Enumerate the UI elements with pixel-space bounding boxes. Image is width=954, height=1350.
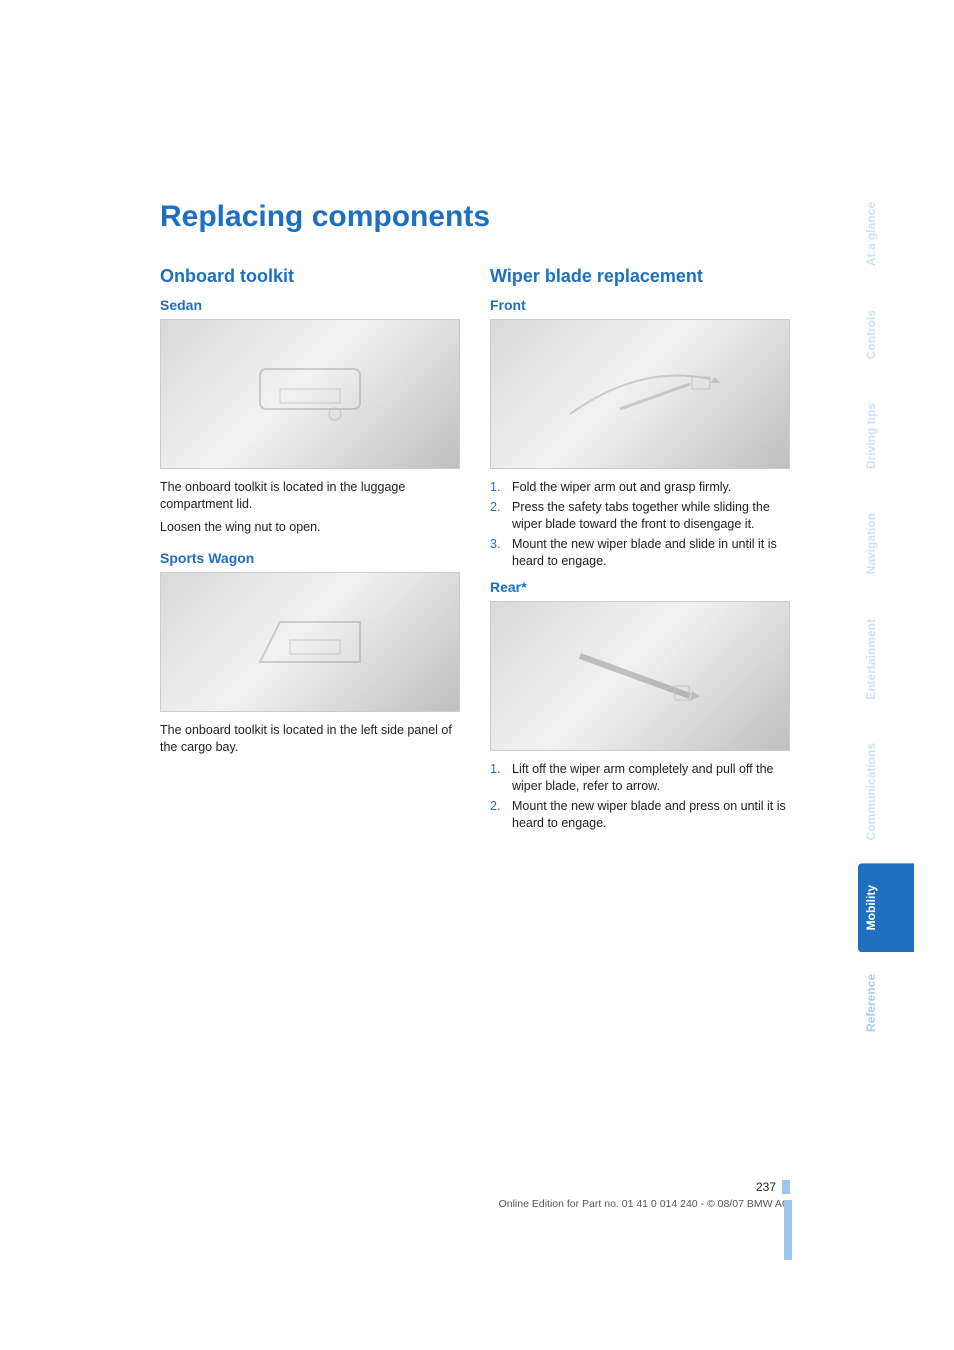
page-number-marker xyxy=(782,1180,790,1194)
list-item: 3.Mount the new wiper blade and slide in… xyxy=(490,536,790,570)
sports-wagon-text-1: The onboard toolkit is located in the le… xyxy=(160,722,460,756)
step-text: Lift off the wiper arm completely and pu… xyxy=(512,761,790,795)
side-tabs: At a glance Controls Driving tips Naviga… xyxy=(858,180,914,1054)
sedan-figure xyxy=(160,319,460,469)
sedan-heading: Sedan xyxy=(160,297,460,313)
tab-reference[interactable]: Reference xyxy=(858,952,914,1054)
right-column: Wiper blade replacement Front 1.Fold the… xyxy=(490,262,790,840)
two-column-layout: Onboard toolkit Sedan The onboard toolki… xyxy=(160,262,790,840)
rear-steps-list: 1.Lift off the wiper arm completely and … xyxy=(490,761,790,832)
rear-heading: Rear* xyxy=(490,579,790,595)
rear-wiper-illustration-icon xyxy=(560,641,720,711)
left-column: Onboard toolkit Sedan The onboard toolki… xyxy=(160,262,460,840)
sedan-text-1: The onboard toolkit is located in the lu… xyxy=(160,479,460,513)
step-number: 1. xyxy=(490,761,512,795)
tab-navigation[interactable]: Navigation xyxy=(858,491,914,596)
sedan-text-2: Loosen the wing nut to open. xyxy=(160,519,460,536)
page-number: 237 xyxy=(756,1180,776,1194)
step-number: 1. xyxy=(490,479,512,496)
onboard-toolkit-heading: Onboard toolkit xyxy=(160,266,460,287)
sports-wagon-heading: Sports Wagon xyxy=(160,550,460,566)
sports-wagon-figure xyxy=(160,572,460,712)
page-title: Replacing components xyxy=(160,200,790,234)
page: Replacing components Onboard toolkit Sed… xyxy=(0,0,954,1350)
step-number: 3. xyxy=(490,536,512,570)
tab-entertainment[interactable]: Entertainment xyxy=(858,597,914,722)
tab-controls[interactable]: Controls xyxy=(858,288,914,381)
list-item: 2.Press the safety tabs together while s… xyxy=(490,499,790,533)
edition-line: Online Edition for Part no. 01 41 0 014 … xyxy=(160,1198,790,1210)
step-text: Fold the wiper arm out and grasp firmly. xyxy=(512,479,790,496)
trunk-illustration-icon xyxy=(250,359,370,429)
tab-communications[interactable]: Communications xyxy=(858,721,914,862)
step-number: 2. xyxy=(490,798,512,832)
page-footer: 237 Online Edition for Part no. 01 41 0 … xyxy=(160,1178,790,1210)
tab-mobility[interactable]: Mobility xyxy=(858,863,914,952)
tab-at-a-glance[interactable]: At a glance xyxy=(858,180,914,288)
cargo-bay-illustration-icon xyxy=(250,612,370,672)
front-heading: Front xyxy=(490,297,790,313)
step-text: Mount the new wiper blade and slide in u… xyxy=(512,536,790,570)
content-area: Replacing components Onboard toolkit Sed… xyxy=(160,200,790,840)
footer-accent-bar xyxy=(784,1200,792,1260)
step-number: 2. xyxy=(490,499,512,533)
front-wiper-figure xyxy=(490,319,790,469)
list-item: 1.Lift off the wiper arm completely and … xyxy=(490,761,790,795)
list-item: 2.Mount the new wiper blade and press on… xyxy=(490,798,790,832)
step-text: Mount the new wiper blade and press on u… xyxy=(512,798,790,832)
windshield-wiper-illustration-icon xyxy=(560,359,720,429)
rear-wiper-figure xyxy=(490,601,790,751)
tab-driving-tips[interactable]: Driving tips xyxy=(858,381,914,491)
wiper-blade-heading: Wiper blade replacement xyxy=(490,266,790,287)
front-steps-list: 1.Fold the wiper arm out and grasp firml… xyxy=(490,479,790,569)
step-text: Press the safety tabs together while sli… xyxy=(512,499,790,533)
list-item: 1.Fold the wiper arm out and grasp firml… xyxy=(490,479,790,496)
